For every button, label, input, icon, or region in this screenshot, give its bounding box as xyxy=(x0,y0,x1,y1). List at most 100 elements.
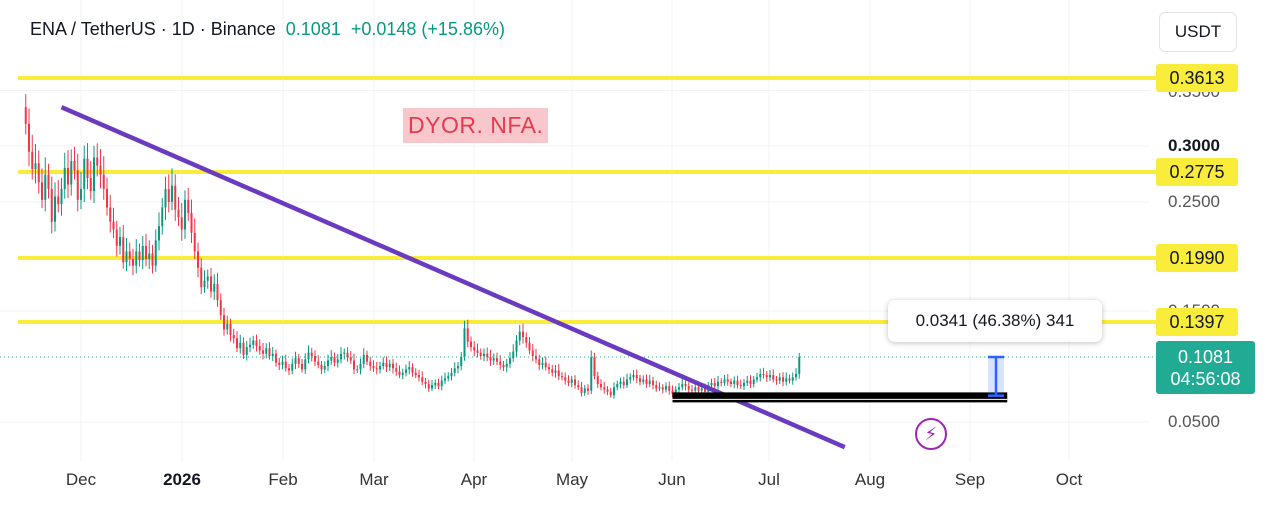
candle-body xyxy=(307,352,310,360)
candle-body xyxy=(629,377,632,380)
current-price-tag: 0.1081 04:56:08 xyxy=(1156,341,1255,394)
candle-body xyxy=(24,107,27,124)
candle-body xyxy=(203,280,206,288)
candle-body xyxy=(424,381,427,384)
candle-body xyxy=(482,353,486,357)
candle-body xyxy=(40,182,44,200)
candle-body xyxy=(762,373,765,376)
candle-body xyxy=(427,383,430,389)
x-tick-oct: Oct xyxy=(1055,470,1083,489)
candle-body xyxy=(785,378,788,382)
candle-body xyxy=(287,368,291,371)
candle-body xyxy=(388,363,391,368)
candle-body xyxy=(66,167,70,185)
candle-body xyxy=(177,209,180,218)
candle-body xyxy=(193,232,196,252)
candle-body xyxy=(736,380,739,386)
level-tag-0.1397[interactable]: 0.1397 xyxy=(1156,308,1238,336)
candle-body xyxy=(505,363,508,368)
candle-body xyxy=(521,331,525,338)
candle-body xyxy=(684,383,687,387)
candle-body xyxy=(518,331,521,341)
candle-body xyxy=(226,323,229,330)
candle-body xyxy=(538,359,541,365)
candle-body xyxy=(411,367,414,373)
candle-body xyxy=(170,185,174,202)
level-tag-0.2775[interactable]: 0.2775 xyxy=(1156,158,1238,186)
candle-body xyxy=(619,381,622,384)
candle-body xyxy=(300,363,304,370)
candle-body xyxy=(713,382,716,387)
candle-body xyxy=(222,315,226,330)
candle-body xyxy=(502,364,505,368)
candle-body xyxy=(668,386,671,391)
candle-body xyxy=(541,362,544,365)
dyor-annotation[interactable]: DYOR. NFA. xyxy=(403,108,549,143)
last-price: 0.1081 xyxy=(285,19,341,39)
candle-body xyxy=(229,323,232,335)
candle-body xyxy=(122,237,125,263)
candle-body xyxy=(284,361,287,369)
measure-tooltip: 0.0341 (46.38%) 341 xyxy=(888,300,1102,342)
candle-body xyxy=(144,245,148,260)
candle-body xyxy=(742,382,746,387)
candle-body xyxy=(395,368,398,372)
candle-body xyxy=(466,328,469,342)
candle-body xyxy=(759,373,762,378)
candle-body xyxy=(372,366,375,369)
candle-body xyxy=(44,174,47,200)
candle-body xyxy=(447,376,450,379)
candle-body xyxy=(554,370,557,373)
candle-body xyxy=(661,387,664,390)
candle-body xyxy=(609,391,612,396)
candle-body xyxy=(616,383,619,388)
candle-body xyxy=(31,151,34,170)
candle-body xyxy=(489,357,492,361)
candle-body xyxy=(687,386,690,390)
symbol-title[interactable]: ENA / TetherUS · 1D · Binance xyxy=(30,19,276,39)
currency-button[interactable]: USDT xyxy=(1159,12,1237,52)
candle-body xyxy=(261,350,265,354)
candle-body xyxy=(765,375,768,378)
lightning-icon[interactable]: ⚡ xyxy=(915,418,947,450)
level-tag-0.3613[interactable]: 0.3613 xyxy=(1156,64,1238,92)
candle-body xyxy=(648,380,651,384)
candle-body xyxy=(772,375,775,380)
candle-body xyxy=(453,368,456,373)
level-tag-0.1990[interactable]: 0.1990 xyxy=(1156,244,1238,272)
candle-body xyxy=(726,379,729,382)
candle-body xyxy=(622,381,625,386)
candle-body xyxy=(495,358,499,362)
candle-body xyxy=(404,369,408,373)
candle-body xyxy=(50,188,53,222)
candle-body xyxy=(486,353,489,358)
chart-header: ENA / TetherUS · 1D · Binance 0.1081 +0.… xyxy=(30,19,505,40)
candle-body xyxy=(577,385,580,388)
candle-body xyxy=(304,359,307,370)
candle-body xyxy=(603,387,606,390)
candle-body xyxy=(408,367,411,370)
candle-body xyxy=(157,226,161,241)
candle-body xyxy=(749,380,752,384)
candle-body xyxy=(278,362,281,365)
candle-body xyxy=(375,368,378,370)
candle-body xyxy=(739,385,742,387)
candle-body xyxy=(567,380,570,383)
candle-body xyxy=(791,377,794,381)
candle-body xyxy=(141,245,144,261)
candle-body xyxy=(112,221,115,230)
candle-body xyxy=(473,347,476,351)
candle-body xyxy=(167,188,170,202)
candle-body xyxy=(235,338,239,349)
candle-body xyxy=(716,381,720,387)
candle-body xyxy=(499,361,502,365)
candle-body xyxy=(83,158,86,189)
candle-body xyxy=(118,237,122,246)
candle-body xyxy=(76,170,79,200)
candle-body xyxy=(443,378,447,381)
candle-body xyxy=(131,259,135,266)
candle-body xyxy=(515,340,518,352)
candle-body xyxy=(320,364,323,370)
candle-body xyxy=(544,362,547,368)
